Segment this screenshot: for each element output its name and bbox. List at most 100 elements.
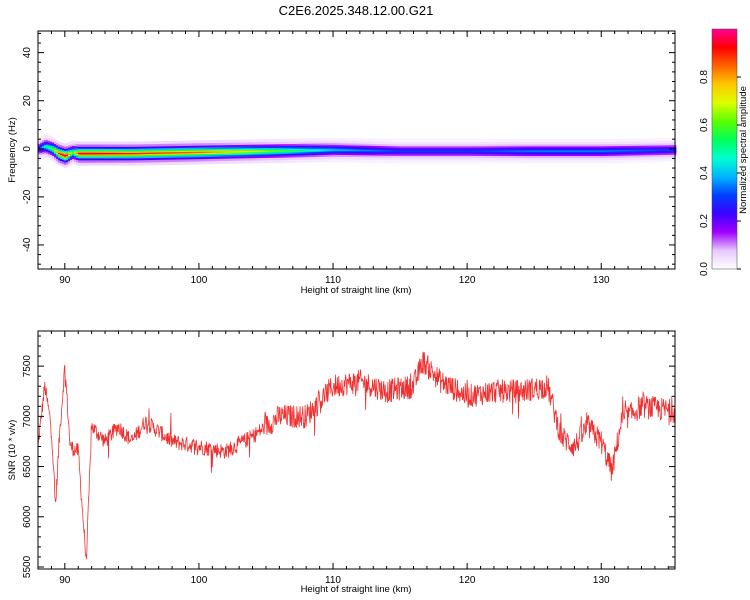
spectrogram-cell: [314, 149, 317, 152]
snr-ytick-label: 6500: [22, 455, 33, 478]
spectrogram-cell: [450, 150, 453, 152]
spectrogram-cell: [88, 152, 91, 155]
snr-xtick-label: 90: [59, 575, 71, 586]
spectrogram-cell: [188, 151, 191, 154]
spectrogram-cell: [408, 150, 411, 152]
spectrogram-cell: [244, 150, 247, 153]
spectrogram-cell: [392, 150, 395, 152]
snr-frame: [37, 330, 676, 570]
spectrogram-cell: [610, 150, 613, 152]
spectrogram-cell: [332, 149, 335, 151]
spectrogram-cell: [146, 152, 149, 155]
spectrogram-cell: [590, 150, 593, 152]
spectrogram-xtick-label: 90: [59, 275, 71, 286]
colorbar-label: Normalized spectral amplitude: [738, 86, 749, 214]
spectrogram-cell: [342, 149, 345, 151]
spectrogram-cell: [592, 150, 595, 152]
spectrogram-cell: [44, 145, 47, 148]
spectrogram-cell: [192, 151, 195, 154]
spectrogram-ticks: 90 100 110 120 130 -40 -20 0 20 40: [22, 31, 675, 286]
spectrogram-ylabel: Frequency (Hz): [7, 117, 18, 182]
spectrogram-cell: [302, 149, 305, 152]
spectrogram-cell: [168, 152, 171, 154]
colorbar-tick-label: 0.4: [699, 166, 710, 180]
spectrogram-cell: [228, 151, 231, 153]
spectrogram-cell: [626, 150, 629, 152]
spectrogram-cell: [476, 150, 479, 152]
spectrogram-cell: [366, 149, 369, 152]
spectrogram-cell: [616, 150, 619, 152]
spectrogram-cell: [362, 149, 365, 152]
spectrogram-cell: [580, 150, 583, 152]
snr-plot-area: [38, 331, 675, 569]
spectrogram-cell: [568, 150, 571, 152]
spectrogram-cell: [202, 151, 205, 154]
spectrogram-cell: [510, 150, 513, 152]
spectrogram-cell: [466, 150, 469, 152]
spectrogram-cell: [124, 152, 127, 155]
spectrogram-cell: [404, 150, 407, 152]
spectrogram-cell: [542, 150, 545, 152]
spectrogram-ytick-label: -40: [22, 237, 33, 252]
spectrogram-cell: [48, 146, 51, 149]
spectrogram-cell: [334, 149, 337, 151]
spectrogram-cell: [42, 146, 45, 149]
spectrogram-cell: [474, 150, 477, 152]
spectrogram-cell: [654, 149, 657, 152]
spectrogram-cell: [652, 149, 655, 152]
spectrogram-xtick-label: 110: [325, 275, 341, 286]
spectrogram-cell: [300, 149, 303, 152]
spectrogram-cell: [430, 150, 433, 152]
spectrogram-cell: [400, 150, 403, 152]
spectrogram-cell: [346, 149, 349, 151]
spectrogram-cell: [206, 151, 209, 153]
spectrogram-cell: [340, 149, 343, 151]
spectrogram-cell: [536, 150, 539, 152]
spectrogram-cell: [94, 152, 97, 155]
spectrogram-cell: [242, 150, 245, 153]
spectrogram-cell: [490, 150, 493, 152]
colorbar-tick-label: 0.6: [699, 118, 710, 132]
spectrogram-cell: [560, 150, 563, 152]
spectrogram-cell: [290, 150, 293, 152]
spectrogram-cell: [516, 150, 519, 152]
spectrogram-cell: [178, 152, 181, 154]
spectrogram-cell: [200, 151, 203, 154]
spectrogram-cell: [112, 152, 115, 155]
spectrogram-cell: [530, 150, 533, 152]
spectrogram-cell: [114, 152, 117, 155]
spectrogram-cell: [564, 150, 567, 152]
spectrogram-cell: [446, 150, 449, 152]
spectrogram-cell: [182, 151, 185, 154]
spectrogram-cell: [588, 150, 591, 152]
spectrogram-cell: [232, 151, 235, 153]
spectrogram-cell: [388, 150, 391, 152]
spectrogram-cell: [240, 150, 243, 153]
spectrogram-cell: [330, 149, 333, 151]
spectrogram-cell: [116, 152, 119, 155]
spectrogram-cell: [384, 150, 387, 152]
spectrogram-cell: [324, 149, 327, 151]
spectrogram-cell: [624, 150, 627, 152]
spectrogram-cell: [318, 149, 321, 151]
spectrogram-cell: [424, 150, 427, 152]
spectrogram-cell: [310, 149, 313, 152]
snr-xlabel: Height of straight line (km): [301, 584, 412, 595]
spectrogram-cell: [656, 149, 659, 152]
spectrogram-cell: [566, 150, 569, 152]
spectrogram-cell: [350, 149, 353, 152]
spectrogram-cell: [296, 149, 299, 152]
spectrogram-cell: [390, 150, 393, 152]
spectrogram-cell: [224, 151, 227, 153]
spectrogram-cell: [172, 152, 175, 154]
spectrogram-cell: [74, 152, 77, 154]
snr-xtick-label: 120: [459, 575, 476, 586]
spectrogram-cell: [352, 149, 355, 152]
spectrogram-cell: [672, 149, 675, 151]
spectrogram-cell: [584, 150, 587, 152]
spectrogram-cell: [412, 150, 415, 152]
spectrogram-cell: [270, 150, 273, 152]
snr-series-line: [38, 351, 675, 560]
spectrogram-cell: [280, 150, 283, 152]
spectrogram-ridge: [38, 134, 677, 168]
